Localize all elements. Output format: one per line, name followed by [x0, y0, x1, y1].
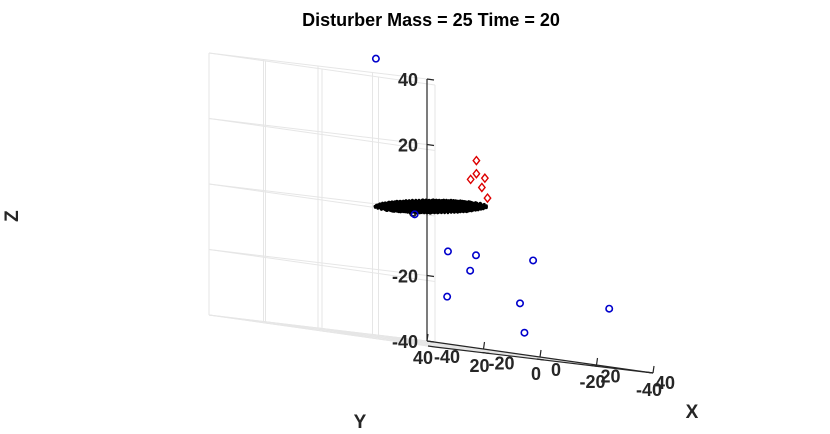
- disc-body: [374, 199, 488, 214]
- circle-point: [410, 210, 419, 219]
- circle-point: [515, 299, 524, 308]
- z-tick-label: 20: [398, 136, 418, 156]
- y-tick-label: 0: [531, 364, 541, 384]
- diamond-point: [472, 168, 481, 179]
- y-tick-label: -20: [579, 372, 605, 392]
- y-tick-mark: [595, 357, 599, 366]
- y-tick-mark: [652, 365, 655, 374]
- y-tick-mark: [539, 349, 542, 358]
- circle-point: [443, 292, 452, 301]
- z-tick-mark: [426, 274, 435, 278]
- circle-point: [520, 328, 529, 337]
- circle-point: [443, 247, 452, 256]
- z-tick-label: 40: [398, 70, 418, 90]
- x-tick-label: -40: [434, 347, 460, 367]
- disc-particles: [373, 198, 488, 215]
- x-tick-label: 20: [600, 367, 620, 387]
- x-tick-label: 40: [655, 373, 675, 393]
- y-tick-label: 40: [413, 348, 433, 368]
- y-tick-mark: [426, 333, 429, 342]
- z-tick-mark: [426, 78, 435, 81]
- y-tick-label: 20: [469, 356, 489, 376]
- circle-point: [471, 251, 480, 260]
- x-tick-mark: [591, 364, 599, 368]
- diamond-point: [483, 192, 492, 204]
- circle-point: [529, 256, 538, 265]
- z-tick-label: -40: [392, 332, 418, 352]
- data-points: [371, 54, 614, 337]
- circle-point: [605, 304, 614, 313]
- z-tick-mark: [426, 340, 435, 343]
- x-axis-label: X: [686, 402, 699, 423]
- y-axis-label: Y: [354, 412, 367, 433]
- chart-title: Disturber Mass = 25 Time = 20: [302, 10, 560, 30]
- x-tick-label: -20: [488, 354, 514, 374]
- x-tick-mark: [536, 358, 545, 361]
- z-tick-label: -20: [392, 267, 418, 287]
- diamond-point: [480, 173, 489, 184]
- diamond-point: [472, 155, 481, 166]
- y-tick-label: -40: [636, 380, 662, 400]
- circle-point: [466, 266, 475, 275]
- grid-line: [208, 52, 428, 80]
- circle-point: [371, 54, 380, 63]
- grid-line: [208, 118, 428, 145]
- x-tick-mark: [482, 351, 490, 355]
- x-tick-mark: [427, 345, 436, 348]
- z-tick-mark: [426, 143, 435, 147]
- grid-line: [208, 314, 428, 342]
- x-tick-label: 0: [551, 360, 561, 380]
- z-axis-label: Z: [2, 210, 23, 222]
- grid-line: [208, 52, 436, 86]
- grid-line: [208, 118, 436, 151]
- diamond-point: [477, 182, 486, 193]
- y-tick-mark: [482, 341, 486, 350]
- axes: [426, 78, 655, 374]
- x-tick-mark: [645, 371, 654, 374]
- grid-line: [265, 322, 484, 350]
- diamond-point: [466, 174, 475, 185]
